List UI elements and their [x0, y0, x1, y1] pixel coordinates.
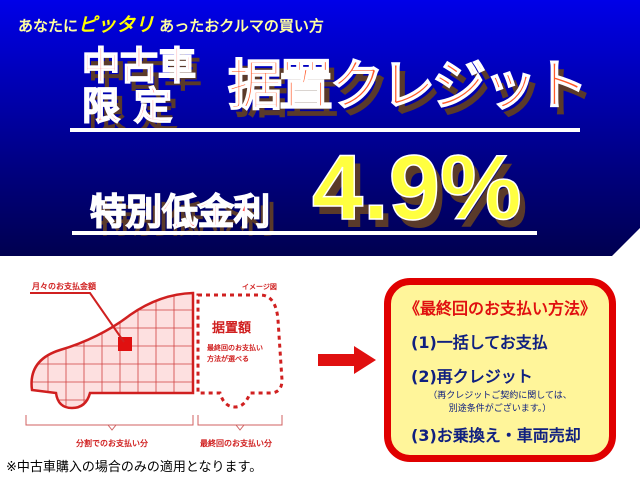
options-title: 《最終回のお支払い方法》	[403, 299, 596, 318]
final-payment-options-box: 《最終回のお支払い方法》 (1)一括してお支払 (2)再クレジット （再クレジッ…	[384, 278, 616, 462]
arrow-right-icon	[318, 346, 376, 374]
monthly-label: 月々のお支払金額	[31, 281, 96, 291]
deferred-note: 方法が選べる	[207, 354, 249, 363]
deferred-note: 最終回のお支払い	[207, 343, 263, 352]
option-lump-sum: (1)一括してお支払	[411, 333, 548, 352]
headline: 据置クレジット	[227, 53, 589, 118]
recredit-note: 別途条件がございます。）	[448, 404, 552, 414]
footnote: ※中古車購入の場合のみの適用となります。	[6, 460, 263, 475]
used-car-line1: 中古車	[81, 44, 197, 88]
tagline-emphasis: ピッタリ	[78, 14, 155, 36]
special-rate-label: 特別低金利	[89, 191, 271, 234]
image-label: イメージ図	[242, 282, 277, 291]
payment-diagram: 月々のお支払金額 イメージ図 据置額 最終回のお支払い 方法が選べる 分割でのお…	[25, 281, 284, 448]
tagline-pre: あなたに	[18, 17, 79, 35]
monthly-block	[118, 337, 132, 351]
tagline-post: あったおクルマの買い方	[159, 17, 324, 35]
option-trade-in: (3)お乗換え・車両売却	[411, 426, 581, 445]
interest-rate: 4.9%	[311, 137, 522, 239]
divider	[70, 128, 580, 132]
final-payment-label: 最終回のお支払い分	[200, 438, 272, 448]
page-curl-corner	[612, 228, 640, 256]
car-outline	[30, 291, 195, 410]
recredit-note: （再クレジットご契約に関しては、	[428, 391, 572, 401]
option-recredit: (2)再クレジット	[411, 367, 533, 386]
installment-label: 分割でのお支払い分	[76, 438, 148, 448]
deferred-label: 据置額	[212, 320, 251, 336]
tagline: あなたにピッタリ あったおクルマの買い方	[18, 10, 324, 37]
deferred-outline	[196, 293, 284, 409]
used-car-line2: 限定	[81, 84, 187, 128]
divider	[72, 231, 537, 235]
used-car-only-label: 中古車 限定	[81, 44, 197, 128]
promo-banner: あなたにピッタリ あったおクルマの買い方 中古車 限定 据置クレジット 特別低金利…	[0, 0, 640, 256]
